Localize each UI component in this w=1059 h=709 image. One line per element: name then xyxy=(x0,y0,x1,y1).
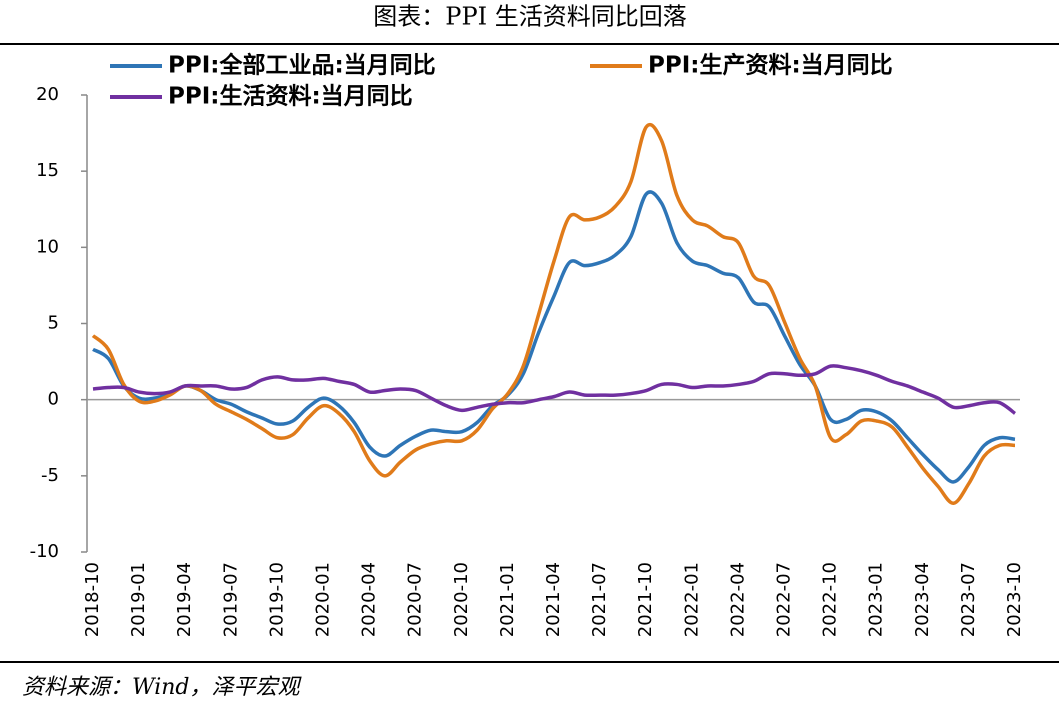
x-tick-label: 2023-07 xyxy=(958,562,979,637)
y-tick-label: 5 xyxy=(48,313,59,334)
series-line xyxy=(91,122,1016,506)
x-tick-label: 2022-10 xyxy=(820,562,841,637)
x-tick-label: 2022-07 xyxy=(774,562,795,637)
y-tick-label: 10 xyxy=(36,236,59,257)
y-tick-label: 15 xyxy=(36,160,59,181)
x-tick-label: 2023-04 xyxy=(912,562,933,637)
x-tick-label: 2023-01 xyxy=(866,562,887,637)
x-tick-label: 2019-07 xyxy=(220,562,241,637)
x-tick-label: 2020-07 xyxy=(405,562,426,637)
x-tick-label: 2022-04 xyxy=(727,562,748,637)
x-tick-label: 2021-07 xyxy=(589,562,610,637)
x-tick-label: 2019-10 xyxy=(266,562,287,637)
series-line xyxy=(92,364,1017,415)
x-tick-label: 2021-10 xyxy=(635,562,656,637)
x-tick-label: 2022-01 xyxy=(681,562,702,637)
chart-title: 图表：PPI 生活资料同比回落 xyxy=(373,3,686,31)
source-note: 资料来源：Wind，泽平宏观 xyxy=(22,675,303,700)
y-tick-label: 0 xyxy=(48,389,59,410)
y-tick-label: -10 xyxy=(30,541,59,562)
y-tick-label: -5 xyxy=(41,465,59,486)
x-tick-label: 2021-04 xyxy=(543,562,564,637)
x-tick-label: 2019-01 xyxy=(128,562,149,637)
x-tick-label: 2020-10 xyxy=(451,562,472,637)
x-tick-label: 2020-04 xyxy=(359,562,380,637)
legend-label: PPI:生活资料:当月同比 xyxy=(168,84,413,110)
x-tick-label: 2020-01 xyxy=(313,562,334,637)
x-tick-label: 2018-10 xyxy=(82,562,103,637)
x-tick-label: 2023-10 xyxy=(1004,562,1025,637)
y-tick-label: 20 xyxy=(36,84,59,105)
legend-label: PPI:生产资料:当月同比 xyxy=(648,52,893,79)
series-line xyxy=(92,190,1016,484)
x-tick-label: 2019-04 xyxy=(174,562,195,637)
legend-label: PPI:全部工业品:当月同比 xyxy=(168,52,436,79)
x-tick-label: 2021-01 xyxy=(497,562,518,637)
